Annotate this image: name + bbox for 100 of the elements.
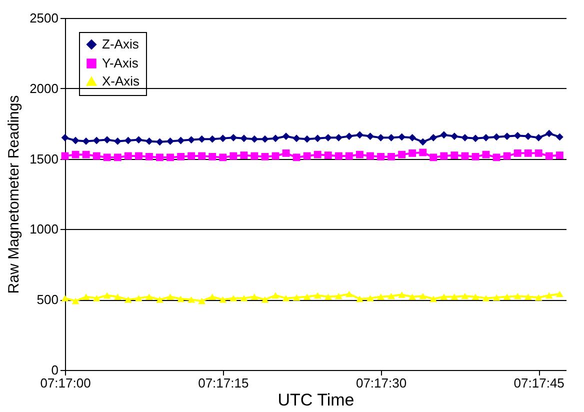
y-tick-label: 0 bbox=[51, 362, 58, 378]
point bbox=[124, 296, 132, 303]
point bbox=[92, 152, 100, 160]
point bbox=[156, 138, 164, 146]
point bbox=[292, 134, 300, 142]
point bbox=[72, 150, 80, 158]
point bbox=[556, 133, 564, 141]
point bbox=[177, 136, 184, 144]
point bbox=[482, 294, 490, 302]
point bbox=[134, 294, 142, 302]
point bbox=[398, 133, 406, 141]
point bbox=[430, 134, 438, 142]
point bbox=[324, 294, 332, 300]
point bbox=[514, 149, 522, 157]
point bbox=[430, 296, 438, 302]
point bbox=[534, 149, 542, 157]
point bbox=[177, 296, 184, 302]
point bbox=[261, 135, 269, 143]
point bbox=[282, 149, 290, 157]
point bbox=[314, 292, 322, 299]
point bbox=[356, 131, 364, 139]
point bbox=[472, 134, 480, 142]
point bbox=[114, 137, 122, 145]
point bbox=[230, 134, 238, 142]
y-axis-title: Raw Magnetometer Readings bbox=[6, 95, 23, 294]
point bbox=[398, 291, 406, 298]
point bbox=[92, 136, 100, 144]
y-tick-label: 500 bbox=[36, 292, 58, 308]
point bbox=[250, 152, 258, 160]
point bbox=[303, 135, 311, 143]
point bbox=[324, 152, 332, 159]
point bbox=[492, 294, 500, 301]
point bbox=[124, 136, 132, 144]
point bbox=[503, 294, 511, 300]
point bbox=[240, 294, 248, 302]
point bbox=[240, 152, 248, 159]
point bbox=[156, 154, 164, 162]
point bbox=[208, 152, 216, 160]
point bbox=[82, 294, 90, 300]
point bbox=[482, 134, 490, 142]
point bbox=[103, 292, 111, 299]
point bbox=[198, 298, 206, 304]
point bbox=[514, 132, 522, 140]
point bbox=[461, 292, 469, 300]
point bbox=[92, 294, 100, 302]
point bbox=[408, 134, 416, 142]
point bbox=[545, 130, 553, 138]
point bbox=[534, 134, 542, 142]
point bbox=[114, 294, 122, 300]
point bbox=[524, 149, 532, 157]
point bbox=[345, 152, 353, 160]
point bbox=[334, 292, 342, 300]
point bbox=[492, 154, 500, 162]
point bbox=[103, 154, 111, 162]
point bbox=[272, 292, 280, 299]
point bbox=[61, 134, 69, 142]
point bbox=[219, 296, 227, 303]
point bbox=[524, 132, 532, 140]
point bbox=[314, 134, 322, 142]
legend-label: Z-Axis bbox=[102, 36, 140, 52]
point bbox=[177, 152, 184, 160]
point bbox=[314, 150, 322, 158]
point bbox=[377, 294, 384, 300]
legend-label: X-Axis bbox=[102, 74, 140, 88]
point bbox=[124, 152, 132, 160]
point bbox=[408, 149, 416, 157]
point bbox=[208, 135, 216, 143]
point bbox=[556, 152, 564, 159]
x-tick-label: 07:17:45 bbox=[514, 376, 564, 390]
point bbox=[303, 294, 311, 300]
point bbox=[377, 152, 384, 160]
point bbox=[72, 136, 80, 144]
point bbox=[356, 150, 364, 158]
point bbox=[103, 136, 111, 144]
point bbox=[292, 154, 300, 162]
point bbox=[166, 294, 174, 300]
point bbox=[334, 134, 342, 142]
point bbox=[419, 148, 427, 156]
point bbox=[472, 294, 480, 300]
point bbox=[388, 152, 395, 160]
point bbox=[166, 137, 174, 145]
point bbox=[440, 294, 448, 300]
point bbox=[292, 294, 300, 301]
point bbox=[408, 294, 416, 300]
point bbox=[388, 292, 395, 300]
y-tick-label: 1500 bbox=[30, 151, 58, 166]
x-tick-label: 07:17:30 bbox=[356, 376, 407, 390]
point bbox=[146, 152, 153, 160]
point bbox=[366, 294, 374, 302]
point bbox=[188, 136, 196, 144]
point bbox=[503, 152, 511, 160]
point bbox=[492, 133, 500, 141]
point bbox=[261, 296, 269, 303]
point bbox=[514, 292, 522, 300]
legend-label: Y-Axis bbox=[102, 56, 139, 70]
point bbox=[230, 152, 238, 160]
point bbox=[398, 150, 406, 158]
point bbox=[240, 134, 248, 142]
y-tick-label: 2500 bbox=[30, 10, 58, 26]
point bbox=[450, 294, 458, 300]
